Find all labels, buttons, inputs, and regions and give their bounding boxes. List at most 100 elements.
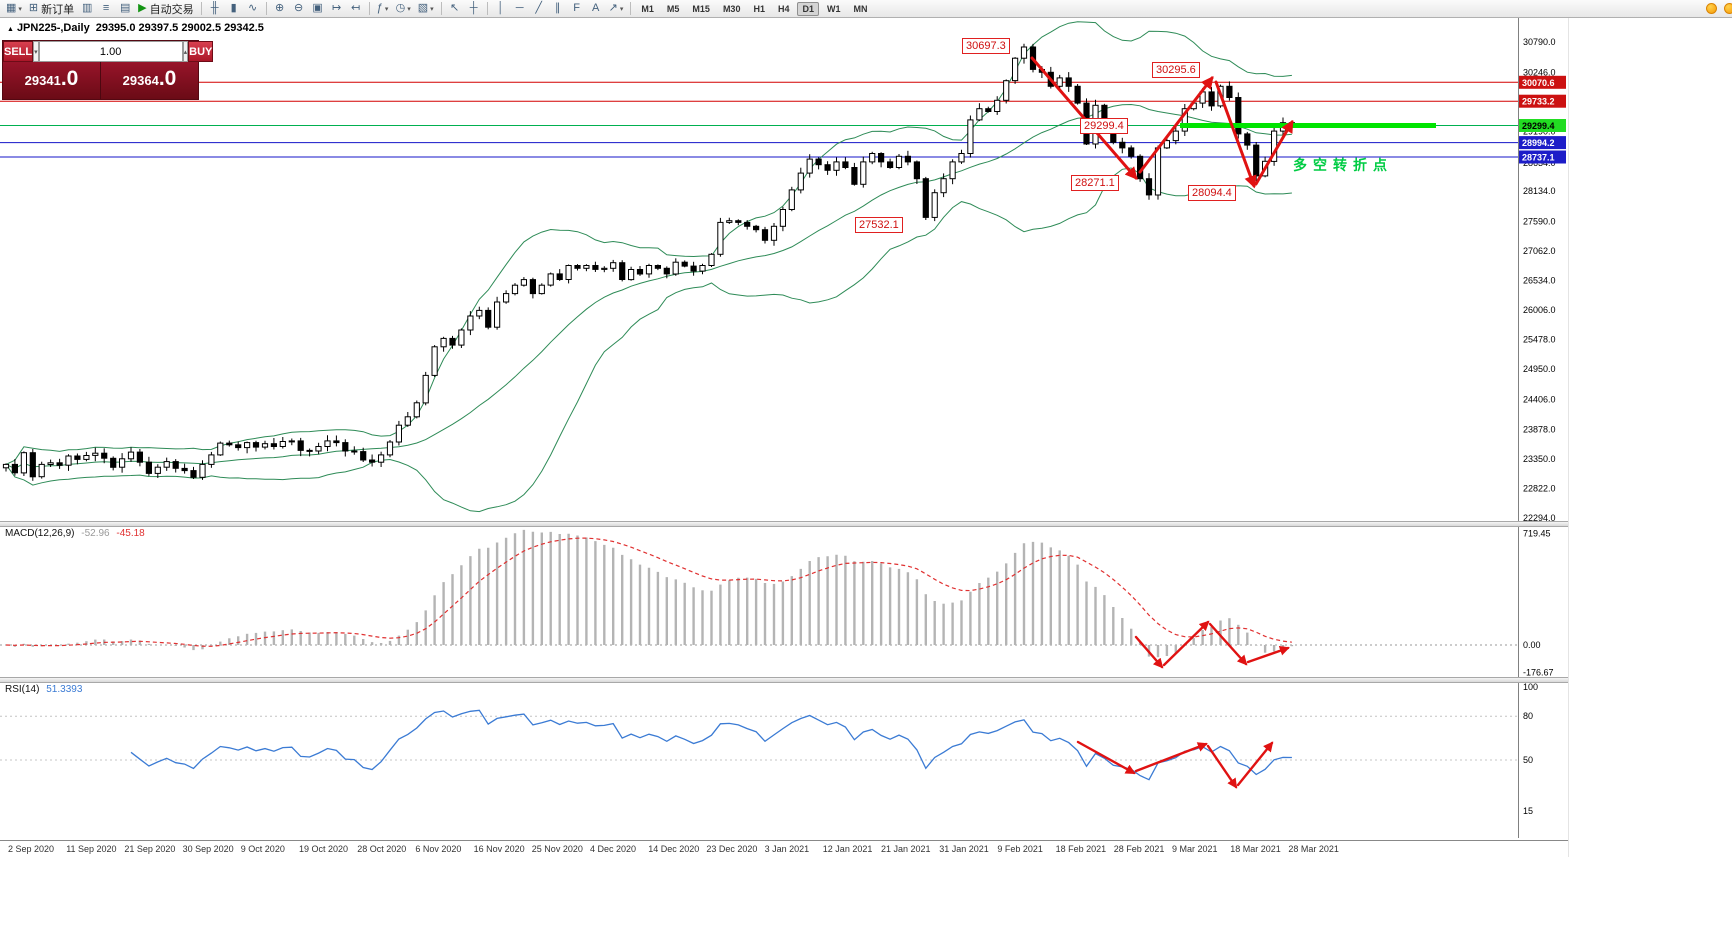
auto-scroll-button[interactable]: ↦ bbox=[328, 1, 346, 17]
timeframe-m5[interactable]: M5 bbox=[666, 3, 680, 14]
price-annotation[interactable]: 30295.6 bbox=[1152, 62, 1200, 78]
volume-down-button[interactable]: ▾ bbox=[33, 41, 39, 62]
vertical-line-icon: │ bbox=[497, 2, 505, 14]
rsi-name: RSI(14) bbox=[5, 684, 40, 695]
dropdown-caret-icon[interactable]: ▾ bbox=[619, 5, 624, 13]
candle bbox=[395, 424, 402, 443]
toolbar-overflow-icon[interactable] bbox=[1724, 3, 1732, 14]
sell-price[interactable]: 29341.0 bbox=[3, 62, 100, 99]
buy-button[interactable]: BUY bbox=[188, 41, 214, 62]
bar-chart-button[interactable]: ╫ bbox=[206, 1, 224, 17]
timeframe-h4[interactable]: H4 bbox=[777, 3, 790, 14]
timeframe-mn[interactable]: MN bbox=[853, 3, 868, 14]
candle bbox=[601, 267, 608, 270]
panel-splitter[interactable] bbox=[0, 521, 1568, 527]
dropdown-caret-icon[interactable]: ▾ bbox=[430, 5, 434, 13]
main-chart-canvas[interactable]: 30790.030246.029702.029190.028634.028134… bbox=[0, 18, 1568, 521]
trendline-button[interactable]: ╱ bbox=[530, 1, 548, 17]
dropdown-caret-icon[interactable]: ▾ bbox=[18, 5, 22, 13]
date-axis[interactable]: 2 Sep 2020 11 Sep 2020 21 Sep 2020 30 Sep 2… bbox=[0, 840, 1568, 857]
arrow-tool-icon: ↗ bbox=[608, 2, 618, 14]
date-axis-label: 2 Sep 2020 bbox=[8, 844, 55, 854]
price-marker[interactable] bbox=[1519, 150, 1566, 164]
sell-button[interactable]: SELL bbox=[3, 41, 34, 62]
new-chart-button[interactable]: ▦ ▾ bbox=[3, 1, 25, 17]
panel-splitter[interactable] bbox=[0, 677, 1568, 683]
channel-button[interactable]: ∥ bbox=[549, 1, 567, 17]
candle bbox=[1020, 46, 1028, 59]
date-axis-label: 28 Oct 2020 bbox=[357, 844, 407, 854]
autotrading-button[interactable]: ▶ 自动交易 bbox=[135, 1, 196, 17]
dropdown-caret-icon[interactable]: ▾ bbox=[407, 5, 411, 13]
buy-price[interactable]: 29364.0 bbox=[101, 62, 198, 99]
timeframe-d1[interactable]: D1 bbox=[797, 1, 819, 16]
date-axis-label: 9 Oct 2020 bbox=[240, 844, 285, 854]
timeframe-m15[interactable]: M15 bbox=[692, 3, 710, 14]
rsi-trend-arrows[interactable] bbox=[1076, 740, 1274, 789]
price-annotation[interactable]: 28094.4 bbox=[1188, 185, 1236, 201]
templates-button[interactable]: ▧ ▾ bbox=[415, 1, 437, 17]
indicators-button[interactable]: ƒ ▾ bbox=[374, 1, 392, 17]
new-order-button[interactable]: ⊞ 新订单 bbox=[26, 1, 77, 17]
crosshair-button[interactable]: ┼ bbox=[465, 1, 483, 17]
candle bbox=[244, 442, 251, 449]
text-button[interactable]: A bbox=[587, 1, 605, 17]
candle bbox=[270, 443, 277, 448]
price-marker[interactable] bbox=[1519, 75, 1566, 89]
market-watch-button[interactable]: ≡ bbox=[97, 1, 115, 17]
candle bbox=[735, 220, 742, 223]
navigator-button[interactable]: ▤ bbox=[116, 1, 134, 17]
macd-panel-canvas[interactable]: 719.45 0.00 -176.67 bbox=[0, 527, 1568, 677]
dropdown-caret-icon[interactable]: ▾ bbox=[384, 5, 389, 13]
candle bbox=[726, 220, 733, 223]
vertical-line-button[interactable]: │ bbox=[492, 1, 510, 17]
zoom-out-button[interactable]: ⊖ bbox=[290, 1, 308, 17]
candle bbox=[369, 459, 376, 463]
chart-shift-button[interactable]: ↤ bbox=[347, 1, 365, 17]
price-annotation[interactable]: 27532.1 bbox=[855, 217, 903, 233]
arrow-tool-button[interactable]: ↗ ▾ bbox=[606, 1, 627, 17]
fibonacci-button[interactable]: F bbox=[568, 1, 586, 17]
candle bbox=[324, 440, 331, 447]
candle bbox=[235, 444, 242, 449]
price-marker[interactable] bbox=[1519, 136, 1566, 150]
timeframe-w1[interactable]: W1 bbox=[827, 3, 841, 14]
price-marker[interactable] bbox=[1519, 94, 1566, 108]
timeframe-m30[interactable]: M30 bbox=[722, 3, 741, 14]
candle bbox=[1003, 80, 1010, 101]
periods-button[interactable]: ◷ ▾ bbox=[393, 1, 414, 17]
line-chart-button[interactable]: ∿ bbox=[244, 1, 262, 17]
price-axis-label: 26006.0 bbox=[1523, 305, 1556, 315]
date-axis-label: 16 Nov 2020 bbox=[473, 844, 525, 854]
community-badge-icon[interactable] bbox=[1706, 3, 1717, 14]
profiles-button[interactable]: ▥ bbox=[78, 1, 96, 17]
turning-point-label[interactable]: 多空转折点 bbox=[1293, 157, 1393, 173]
horizontal-line-button[interactable]: ─ bbox=[511, 1, 529, 17]
rsi-panel-canvas[interactable]: 100 80 50 15 bbox=[0, 683, 1568, 838]
date-axis-label: 19 Oct 2020 bbox=[299, 844, 349, 854]
candlestick-chart-button[interactable]: ▮ bbox=[225, 1, 243, 17]
volume-up-button[interactable]: ▴ bbox=[182, 41, 189, 62]
price-annotation[interactable]: 29299.4 bbox=[1080, 118, 1128, 134]
volume-input[interactable] bbox=[38, 41, 183, 62]
horizontal-level-lines[interactable] bbox=[0, 81, 1518, 158]
toolbar-separator bbox=[200, 2, 202, 15]
cursor-button[interactable]: ↖ bbox=[446, 1, 464, 17]
candle bbox=[226, 442, 233, 446]
toolbar-separator bbox=[630, 2, 632, 15]
candle bbox=[610, 262, 617, 269]
trend-arrows[interactable] bbox=[1030, 56, 1294, 189]
macd-trend-arrows[interactable] bbox=[1134, 620, 1290, 669]
candle bbox=[708, 253, 715, 267]
price-marker[interactable] bbox=[1519, 119, 1566, 132]
candle bbox=[1181, 108, 1188, 132]
timeframe-h1[interactable]: H1 bbox=[753, 3, 765, 14]
price-annotation[interactable]: 28271.1 bbox=[1071, 175, 1119, 191]
timeframe-m1[interactable]: M1 bbox=[641, 3, 654, 14]
tile-windows-button[interactable]: ▣ bbox=[309, 1, 327, 17]
candle bbox=[2, 463, 10, 469]
price-axis[interactable]: 30790.030246.029702.029190.028634.028134… bbox=[1518, 18, 1567, 521]
price-annotation[interactable]: 30697.3 bbox=[962, 38, 1010, 54]
text-icon: A bbox=[591, 2, 600, 14]
zoom-in-button[interactable]: ⊕ bbox=[271, 1, 289, 17]
